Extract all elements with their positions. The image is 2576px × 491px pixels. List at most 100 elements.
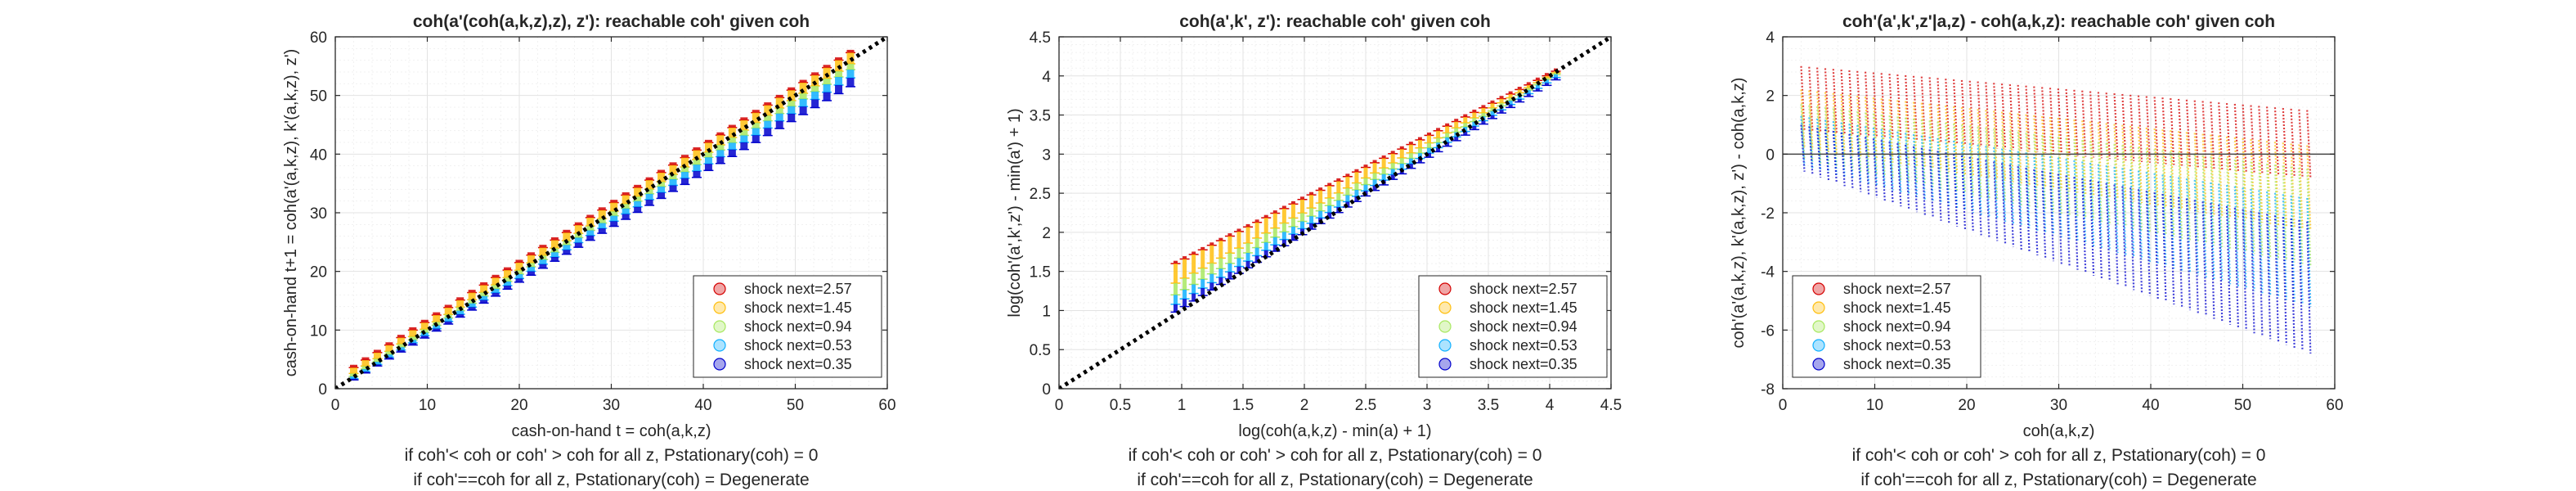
series-mark (2033, 115, 2039, 187)
x-tick-label: 50 (2234, 397, 2251, 414)
y-tick-label: 0 (318, 381, 327, 399)
series-mark (1880, 73, 1886, 138)
legend: shock next=2.57 shock next=1.45 shock next… (693, 275, 882, 378)
series-mark (2097, 142, 2103, 223)
series-mark (2161, 150, 2167, 236)
series-mark (2242, 137, 2247, 220)
x-tick-label: 2 (1300, 397, 1309, 414)
series-mark (2065, 119, 2071, 191)
series-5 (1800, 124, 2312, 354)
series-mark (2105, 182, 2111, 282)
chart-note: if coh'==coh for all z, Pstationary(coh)… (1860, 471, 2256, 489)
x-tick-label: 2.5 (1355, 397, 1376, 414)
diagonal-reference-line (1059, 37, 1611, 389)
series-mark (2306, 145, 2312, 231)
series-mark (1920, 76, 1926, 142)
legend-marker (1438, 282, 1452, 295)
series-mark (1912, 75, 1919, 142)
series-mark (2033, 169, 2039, 256)
y-tick-label: -6 (1761, 322, 1775, 340)
series-mark (2178, 196, 2183, 308)
series-mark (1816, 67, 1822, 133)
chart-note: if coh'< coh or coh' > coh for all z, Ps… (1129, 446, 1542, 465)
series-mark (2121, 124, 2127, 200)
series-mark (2153, 149, 2159, 234)
series-mark (2121, 93, 2127, 161)
series-mark (1848, 70, 1854, 136)
x-tick-label: 1 (1178, 397, 1187, 414)
series-mark (1945, 79, 1950, 145)
series-mark (1968, 156, 1974, 232)
legend-marker (713, 301, 726, 314)
series-mark (1872, 138, 1878, 198)
series-mark (1905, 144, 1910, 209)
series-mark (2193, 133, 2199, 213)
series-mark (2250, 210, 2255, 334)
series-mark (1968, 108, 1974, 176)
series-mark (2178, 152, 2183, 239)
series-mark (2273, 142, 2280, 226)
chart-note: if coh'==coh for all z, Pstationary(coh)… (413, 471, 809, 489)
series-mark (1856, 96, 1862, 158)
series-mark (1920, 135, 1926, 200)
series-mark (2089, 180, 2095, 276)
legend-entry: shock next=2.57 (1843, 281, 1951, 297)
series-mark (1888, 130, 1894, 191)
y-axis-label: log(coh'(a',k',z') - min(a') + 1) (1006, 108, 1024, 317)
series-mark (1848, 94, 1854, 156)
series-mark (2145, 96, 2151, 163)
series-mark (2193, 179, 2199, 276)
series-mark (2250, 105, 2255, 173)
series-mark (1840, 93, 1846, 155)
series-mark (1920, 147, 1926, 215)
x-tick-label: 60 (2326, 397, 2343, 414)
legend-entry: shock next=2.57 (744, 281, 852, 297)
series-mark (1840, 132, 1846, 187)
series-mark (2225, 205, 2232, 325)
series-mark (2129, 169, 2135, 258)
y-tick-label: 4 (1042, 69, 1051, 86)
series-mark (2025, 168, 2031, 253)
series-mark (2266, 163, 2272, 258)
series-mark (2258, 162, 2264, 256)
y-tick-label: 20 (310, 264, 327, 282)
series-mark (2266, 214, 2272, 340)
series-mark (1808, 126, 1814, 175)
series-mark (2121, 145, 2127, 227)
series-mark (2137, 95, 2143, 162)
series-mark (2097, 164, 2103, 249)
series-mark (2097, 122, 2103, 197)
series-mark (2041, 87, 2047, 154)
series-5 (348, 78, 855, 381)
series-mark (2049, 116, 2055, 189)
series-mark (2161, 97, 2167, 164)
series-mark (1888, 74, 1894, 139)
series-mark (1993, 83, 1999, 149)
series-mark (1832, 130, 1838, 184)
series-4 (1170, 74, 1561, 305)
series-mark (2242, 187, 2247, 289)
series-mark (2008, 164, 2015, 247)
chart-title: coh(a'(coh(a,k,z),z), z'): reachable coh… (413, 12, 810, 31)
series-mark (1928, 137, 1934, 202)
legend-marker (1812, 320, 1825, 333)
series-mark (1864, 97, 1870, 159)
y-tick-label: 3 (1042, 146, 1051, 164)
series-mark (1936, 104, 1942, 171)
x-tick-label: 4 (1546, 397, 1555, 414)
legend-marker (1812, 282, 1825, 295)
legend-entry: shock next=1.45 (1470, 300, 1577, 316)
series-mark (1928, 103, 1934, 169)
series-mark (2153, 192, 2159, 300)
series-3 (1800, 104, 2312, 266)
series-mark (1880, 114, 1886, 178)
x-tick-label: 4.5 (1600, 397, 1622, 414)
series-mark (1856, 135, 1862, 192)
series-mark (2113, 166, 2119, 254)
series-mark (2290, 166, 2296, 263)
series-mark (2185, 132, 2192, 211)
legend-entry: shock next=0.94 (1470, 318, 1577, 335)
series-mark (2129, 146, 2135, 229)
series-mark (1953, 106, 1959, 173)
x-tick-label: 60 (878, 397, 895, 414)
